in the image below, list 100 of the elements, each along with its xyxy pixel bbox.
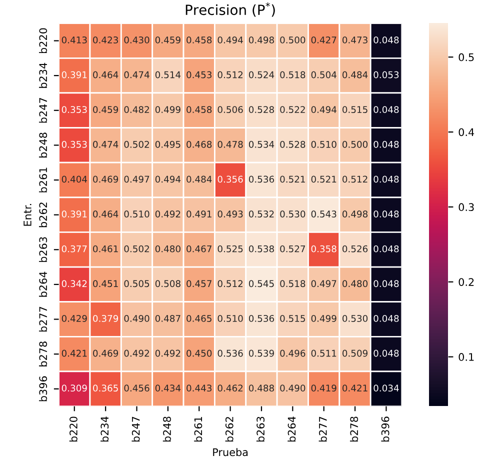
y-tick-label: b262 — [38, 202, 48, 228]
data-label: 0.510 — [311, 140, 336, 148]
data-label: 0.530 — [280, 210, 306, 218]
data-label: 0.536 — [218, 350, 243, 357]
data-label: 0.480 — [155, 245, 180, 252]
data-label: 0.494 — [311, 106, 336, 114]
y-tick-label: b278 — [38, 342, 48, 366]
data-label: 0.528 — [280, 140, 306, 148]
x-tick-label: b278 — [350, 416, 358, 442]
data-label: 0.543 — [311, 210, 336, 218]
data-label: 0.494 — [155, 176, 181, 183]
data-label: 0.515 — [280, 314, 305, 322]
data-label: 0.530 — [342, 314, 368, 322]
data-label: 0.509 — [342, 350, 368, 357]
data-label: 0.450 — [186, 350, 212, 357]
data-label: 0.499 — [311, 314, 336, 322]
data-label: 0.499 — [155, 106, 180, 114]
data-label: 0.524 — [248, 71, 274, 78]
data-label: 0.512 — [218, 280, 243, 288]
data-label: 0.518 — [280, 71, 306, 78]
data-label: 0.048 — [374, 176, 399, 183]
data-label: 0.518 — [280, 280, 306, 288]
x-tick-label: b396 — [381, 416, 390, 442]
data-label: 0.434 — [155, 384, 181, 392]
color-bar-label: 0.5 — [458, 53, 474, 62]
data-label: 0.491 — [186, 210, 212, 218]
data-label: 0.421 — [342, 384, 368, 392]
data-label: 0.539 — [248, 350, 274, 357]
data-label: 0.474 — [93, 140, 118, 148]
data-label: 0.048 — [374, 245, 399, 252]
data-label: 0.462 — [218, 384, 243, 392]
data-label: 0.356 — [218, 176, 243, 183]
data-label: 0.521 — [280, 176, 305, 183]
data-label: 0.467 — [186, 245, 212, 252]
data-label: 0.514 — [155, 71, 181, 78]
data-label: 0.391 — [62, 71, 87, 78]
data-label: 0.034 — [374, 384, 399, 392]
data-label: 0.480 — [342, 280, 368, 288]
data-label: 0.536 — [248, 314, 274, 322]
data-label: 0.458 — [186, 36, 212, 44]
data-label: 0.526 — [342, 245, 368, 252]
y-tick-label: b247 — [38, 98, 48, 123]
data-label: 0.488 — [248, 384, 274, 392]
data-label: 0.508 — [155, 280, 180, 288]
data-label: 0.404 — [62, 176, 87, 183]
data-label: 0.048 — [374, 140, 399, 148]
x-tick-label: b277 — [318, 416, 327, 442]
y-tick-label: b263 — [38, 237, 48, 262]
x-tick-label: b262 — [225, 417, 234, 442]
data-label: 0.048 — [374, 314, 399, 322]
data-label: 0.504 — [311, 71, 336, 78]
data-label: 0.478 — [218, 140, 243, 148]
x-tick-label: b234 — [100, 416, 109, 442]
data-label: 0.048 — [374, 36, 399, 44]
color-bar-label: 0.4 — [458, 128, 474, 136]
y-tick-label: b248 — [38, 132, 48, 158]
data-label: 0.506 — [218, 106, 243, 114]
data-label: 0.487 — [155, 314, 180, 322]
data-label: 0.497 — [124, 176, 150, 183]
data-label: 0.511 — [311, 350, 336, 357]
data-label: 0.342 — [62, 280, 87, 288]
x-tick-label: b261 — [194, 416, 202, 442]
data-label: 0.309 — [62, 384, 87, 392]
data-label: 0.534 — [248, 140, 274, 148]
chart-title: Precision (P$^{*}$) — [186, 2, 275, 17]
data-label: 0.522 — [280, 106, 305, 114]
data-label: 0.473 — [342, 36, 368, 44]
data-label: 0.469 — [93, 176, 118, 183]
data-label: 0.451 — [93, 280, 118, 288]
data-label: 0.464 — [93, 71, 118, 78]
data-label: 0.495 — [155, 140, 180, 148]
data-label: 0.464 — [93, 210, 118, 218]
data-label: 0.490 — [280, 384, 306, 392]
data-label: 0.492 — [155, 350, 180, 357]
y-tick-label: b396 — [38, 376, 48, 402]
y-tick-label: b264 — [38, 272, 48, 297]
y-tick-label: b234 — [38, 62, 48, 88]
data-label: 0.358 — [311, 245, 336, 252]
data-label: 0.484 — [342, 71, 368, 78]
data-label: 0.053 — [374, 71, 399, 78]
data-label: 0.490 — [124, 314, 150, 322]
data-label: 0.505 — [124, 280, 150, 288]
color-bar-label: 0.1 — [458, 353, 474, 361]
data-label: 0.443 — [186, 384, 212, 392]
data-label: 0.500 — [342, 140, 368, 148]
data-label: 0.353 — [62, 140, 87, 148]
data-label: 0.538 — [248, 245, 274, 252]
data-label: 0.492 — [124, 350, 149, 357]
data-label: 0.365 — [93, 384, 118, 392]
x-tick-label: b247 — [132, 416, 140, 442]
data-label: 0.496 — [280, 350, 306, 357]
data-label: 0.421 — [62, 350, 87, 357]
data-label: 0.453 — [186, 71, 212, 78]
data-label: 0.468 — [186, 140, 212, 148]
data-label: 0.048 — [374, 280, 399, 288]
data-label: 0.510 — [218, 314, 243, 322]
data-label: 0.456 — [124, 384, 150, 392]
data-label: 0.430 — [124, 36, 150, 44]
data-label: 0.461 — [93, 245, 118, 252]
data-label: 0.423 — [93, 36, 118, 44]
